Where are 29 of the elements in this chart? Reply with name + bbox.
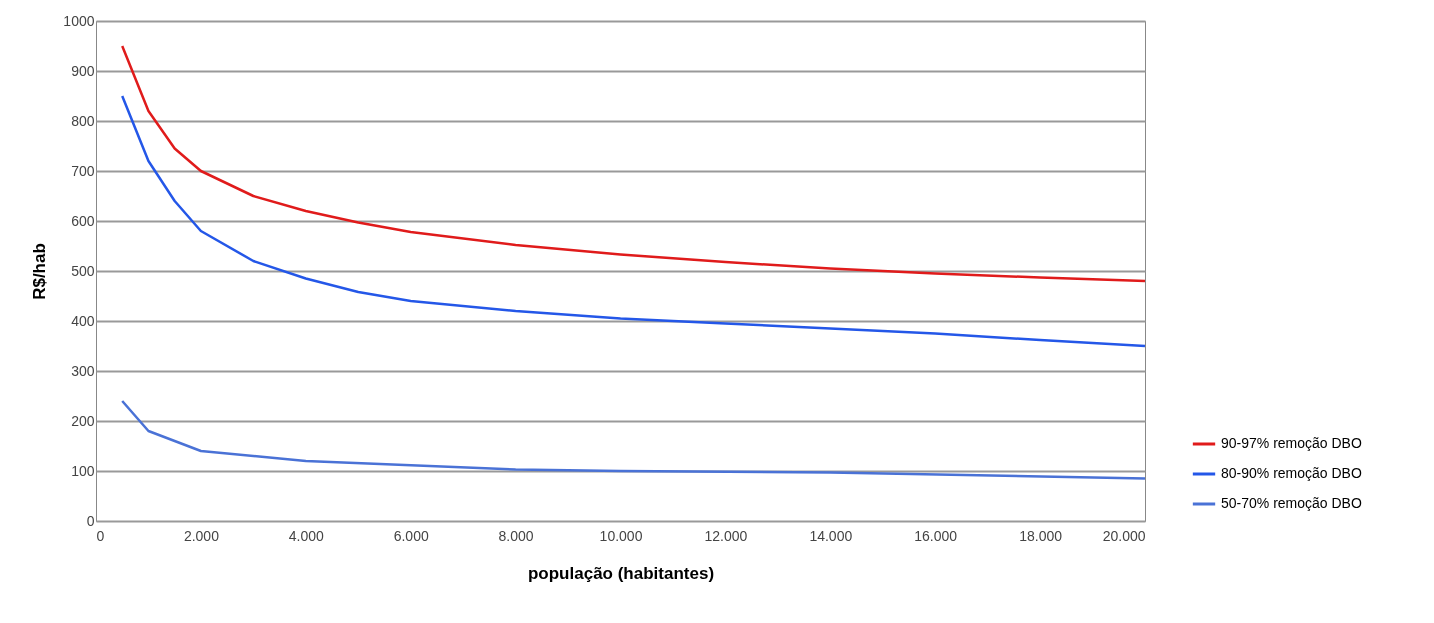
y-axis-title: R$/hab	[30, 243, 50, 300]
legend-label: 90-97% remoção DBO	[1221, 435, 1362, 451]
y-tick-label: 100	[71, 462, 95, 479]
x-tick-label: 6.000	[393, 527, 429, 544]
x-tick-label: 20.000	[1102, 527, 1146, 544]
legend-label: 80-90% remoção DBO	[1221, 465, 1362, 481]
y-tick-label: 700	[71, 162, 95, 179]
y-tick-label: 900	[71, 62, 95, 79]
x-tick-label: 4.000	[288, 527, 325, 544]
y-tick-label: 300	[71, 362, 95, 379]
y-tick-label: 800	[71, 112, 95, 129]
x-tick-label: 2.000	[183, 527, 220, 544]
y-tick-label: 600	[71, 212, 95, 229]
x-tick-label: 16.000	[914, 527, 958, 544]
y-tick-label: 200	[71, 412, 95, 429]
y-tick-label: 500	[71, 262, 95, 279]
y-tick-label: 400	[71, 312, 95, 329]
y-tick-label: 0	[86, 512, 95, 529]
line-series	[120, 94, 1147, 348]
x-tick-label: 12.000	[704, 527, 748, 544]
line-series	[120, 399, 1147, 480]
x-tick-label: 14.000	[809, 527, 853, 544]
legend-label: 50-70% remoção DBO	[1221, 495, 1362, 511]
line-series	[120, 44, 1147, 283]
x-tick-label: 8.000	[498, 527, 534, 544]
x-axis-title: população (habitantes)	[527, 563, 715, 583]
y-tick-label: 1000	[63, 12, 95, 29]
x-tick-label: 18.000	[1019, 527, 1063, 544]
x-tick-label: 10.000	[599, 527, 643, 544]
